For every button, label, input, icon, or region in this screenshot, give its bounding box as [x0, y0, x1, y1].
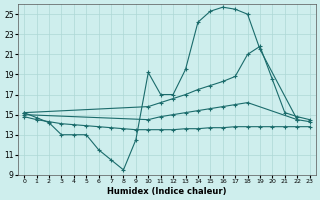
X-axis label: Humidex (Indice chaleur): Humidex (Indice chaleur) — [107, 187, 227, 196]
